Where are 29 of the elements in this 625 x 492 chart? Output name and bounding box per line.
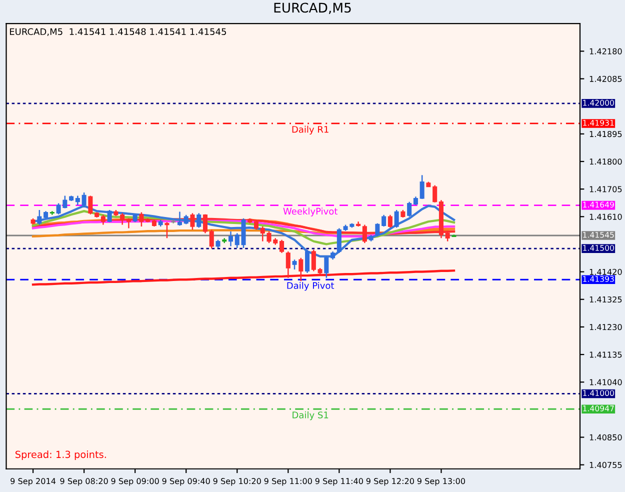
y-tick-label: 1.41420: [590, 268, 622, 275]
annotation: Daily S1: [292, 411, 328, 420]
x-tick-label: 9 Sep 2014: [10, 478, 56, 486]
chart-subtitle: EURCAD,M5 1.41541 1.41548 1.41541 1.41545: [10, 28, 226, 36]
y-tick-label: 1.41895: [590, 130, 622, 138]
chart-title: EURCAD,M5: [274, 2, 351, 14]
y-tick-label: 1.40755: [590, 462, 622, 468]
x-tick-label: 9 Sep 11:40: [315, 478, 363, 486]
x-tick-label: 9 Sep 08:20: [60, 478, 108, 486]
y-tick-label: 1.41705: [590, 186, 622, 192]
annotation: Daily Pivot: [287, 282, 334, 291]
y-tick-label: 1.41230: [590, 324, 622, 330]
annotation: Daily R1: [292, 126, 328, 135]
y-tick-label: 1.42085: [590, 76, 622, 82]
y-tick-label: 1.41135: [590, 352, 622, 358]
y-tick-label: 1.41610: [590, 214, 622, 220]
y-tick-label: 1.42180: [590, 48, 622, 54]
x-tick-label: 9 Sep 10:20: [213, 478, 261, 486]
y-tick-label: 1.40850: [590, 434, 622, 440]
x-tick-label: 9 Sep 09:00: [111, 478, 159, 486]
annotation: Spread: 1.3 points.: [15, 450, 106, 460]
annotation: WeeklyPivot: [283, 208, 338, 216]
x-tick-label: 9 Sep 09:40: [162, 478, 210, 486]
y-tick-label: 1.41040: [590, 379, 622, 386]
x-tick-label: 9 Sep 12:20: [366, 478, 414, 486]
x-tick-label: 9 Sep 11:00: [264, 478, 312, 486]
x-tick-label: 9 Sep 13:00: [417, 478, 466, 486]
y-tick-label: 1.41325: [590, 296, 622, 303]
y-tick-label: 1.41800: [590, 158, 622, 165]
